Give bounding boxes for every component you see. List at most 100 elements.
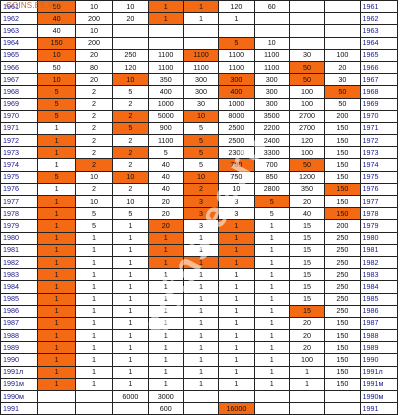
price-cell: 1 [253, 280, 290, 294]
price-cell [288, 36, 326, 50]
table-row: 1971 1 2 5 900 5 2500 2200 2700 150 1971 [0, 121, 399, 136]
price-cell [218, 389, 255, 404]
table-row: 1988 1 1 1 1 1 1 1 20 150 1988 [0, 329, 399, 343]
price-cell: 1 [218, 243, 255, 257]
price-cell: 1100 [253, 60, 290, 75]
price-cell: 400 [147, 85, 184, 99]
year-label: 1989 [0, 341, 39, 355]
year-label: 1965 [0, 48, 39, 62]
price-cell: 2 [112, 134, 149, 148]
year-label-right: 1974 [359, 158, 399, 172]
price-cell: 2 [74, 121, 114, 136]
price-cell: 1 [74, 365, 114, 379]
table-row: 1982 1 1 1 1 1 1 1 15 250 1982 [0, 255, 399, 270]
price-cell: 5 [182, 134, 220, 148]
price-cell: 2 [74, 134, 114, 148]
price-cell: 150 [324, 365, 361, 379]
price-cell: 2 [74, 85, 114, 99]
price-cell: 1 [253, 231, 290, 245]
price-cell [324, 389, 361, 404]
price-cell: 1 [37, 255, 76, 270]
price-cell [182, 402, 220, 415]
price-cell: 5 [74, 219, 114, 233]
price-cell: 1100 [218, 60, 255, 75]
price-cell: 2 [112, 97, 149, 111]
price-cell: 10 [74, 0, 114, 14]
year-label-right: 1967 [359, 73, 399, 87]
price-cell: 2 [74, 109, 114, 123]
price-cell: 1 [182, 12, 220, 26]
price-cell [182, 36, 220, 50]
year-label-right: 1966 [359, 60, 399, 75]
table-row: 1984 1 1 1 1 1 1 1 15 250 1984 [0, 280, 399, 294]
price-cell: 200 [74, 36, 114, 50]
table-row: 1976 1 2 2 40 2 10 2800 350 150 1976 [0, 182, 399, 197]
price-cell: 5 [112, 207, 149, 221]
price-cell: 1 [147, 12, 184, 26]
price-cell: 1 [74, 377, 114, 392]
price-cell: 1 [253, 219, 290, 233]
price-cell: 1 [74, 292, 114, 306]
price-cell: 250 [324, 231, 361, 245]
price-cell [112, 36, 149, 50]
price-cell: 40 [288, 207, 326, 221]
price-cell: 50 [288, 158, 326, 172]
price-cell: 1 [37, 316, 76, 331]
price-cell: 1 [74, 268, 114, 282]
price-cell: 2 [74, 97, 114, 111]
price-cell: 5 [37, 97, 76, 111]
price-cell: 1 [253, 243, 290, 257]
price-cell: 2 [74, 158, 114, 172]
price-cell: 5 [74, 207, 114, 221]
year-label-right: 1977 [359, 194, 399, 209]
price-cell: 1 [253, 304, 290, 318]
price-cell: 1 [147, 231, 184, 245]
price-cell: 1 [182, 329, 220, 343]
price-cell: 300 [253, 73, 290, 87]
price-cell: 1 [37, 304, 76, 318]
price-cell: 120 [218, 0, 255, 14]
price-cell: 1 [253, 353, 290, 367]
price-cell: 1 [218, 341, 255, 355]
price-cell: 1 [253, 255, 290, 270]
year-label-right: 1961 [359, 0, 399, 14]
price-cell: 6000 [112, 389, 149, 404]
price-cell: 1 [37, 231, 76, 245]
year-label: 1984 [0, 280, 39, 294]
price-cell: 1 [182, 353, 220, 367]
year-label: 1977 [0, 194, 39, 209]
price-cell: 10 [182, 109, 220, 123]
year-label: 1983 [0, 268, 39, 282]
price-cell: 50 [37, 60, 76, 75]
price-cell: 1 [112, 280, 149, 294]
price-cell: 350 [147, 73, 184, 87]
year-label: 1966 [0, 60, 39, 75]
table-row: 1991 600 16000 1991 [0, 402, 399, 415]
price-cell: 1 [182, 0, 220, 14]
price-cell [253, 24, 290, 38]
table-row: 1986 1 1 1 1 1 1 1 15 250 1986 [0, 304, 399, 318]
price-cell: 1 [253, 316, 290, 331]
price-cell: 1 [37, 146, 76, 160]
price-cell: 1 [147, 341, 184, 355]
year-label-right: 1969 [359, 97, 399, 111]
price-cell: 20 [147, 194, 184, 209]
price-cell: 1 [37, 365, 76, 379]
price-cell: 250 [324, 243, 361, 257]
price-cell: 3000 [147, 389, 184, 404]
price-cell: 1 [218, 280, 255, 294]
price-cell: 5 [182, 121, 220, 136]
year-label-right: 1975 [359, 170, 399, 184]
year-label: 1968 [0, 85, 39, 99]
price-cell: 2 [112, 146, 149, 160]
price-cell: 15 [288, 280, 326, 294]
price-cell: 10 [74, 194, 114, 209]
price-cell [147, 24, 184, 38]
year-label-right: 1981 [359, 243, 399, 257]
price-cell [324, 36, 361, 50]
price-cell: 1 [112, 377, 149, 392]
price-cell: 50 [288, 73, 326, 87]
price-cell [182, 24, 220, 38]
table-row: 1962 40 200 20 1 1 1 1962 [0, 12, 399, 26]
